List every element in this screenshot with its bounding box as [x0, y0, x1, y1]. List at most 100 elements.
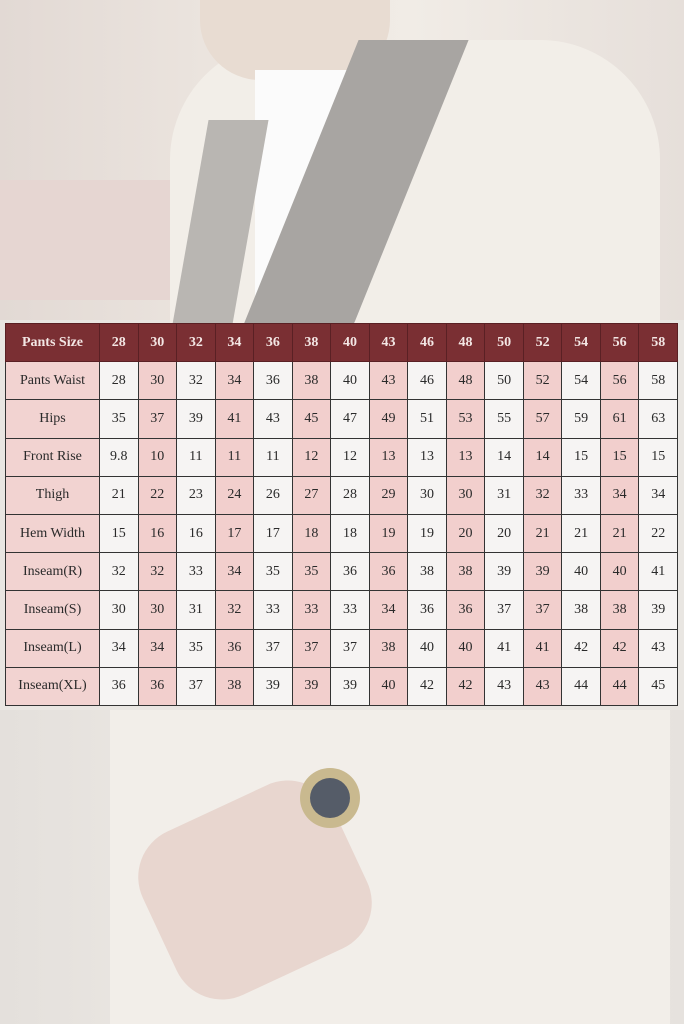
table-cell: 34: [638, 475, 678, 515]
table-cell: 36: [214, 628, 255, 668]
table-cell: 45: [638, 666, 678, 707]
table-cell: 21: [561, 513, 601, 554]
table-cell: 32: [522, 475, 563, 515]
table-cell: 30: [137, 361, 178, 401]
table-cell: 61: [599, 399, 640, 439]
size-column-header: 32: [176, 322, 216, 363]
table-cell: 32: [99, 552, 139, 592]
table-cell: 14: [522, 437, 563, 477]
table-cell: 18: [291, 513, 332, 554]
table-cell: 33: [176, 552, 216, 592]
table-cell: 13: [445, 437, 486, 477]
table-cell: 15: [638, 437, 678, 477]
table-cell: 37: [484, 590, 524, 630]
table-cell: 55: [484, 399, 524, 439]
table-cell: 23: [176, 475, 216, 515]
table-cell: 33: [291, 590, 332, 630]
size-chart: Pants Size 28 30 32 34 36 38 40 43 46 48 50 52 54 56 58…: [5, 322, 678, 707]
size-column-header: 30: [137, 322, 178, 363]
table-cell: 53: [445, 399, 486, 439]
table-cell: 28: [330, 475, 370, 515]
table-cell: 40: [330, 361, 370, 401]
table-cell: 54: [561, 361, 601, 401]
table-cell: 38: [599, 590, 640, 630]
row-label: Inseam(R): [5, 552, 100, 592]
table-cell: 35: [176, 628, 216, 668]
table-cell: 39: [522, 552, 563, 592]
header-label: Pants Size: [5, 322, 100, 363]
row-label: Pants Waist: [5, 361, 100, 401]
table-row: Inseam(R) 32 32 33 34 35 35 36 36 38 38 39 39 40 40 41: [5, 552, 678, 592]
table-cell: 37: [291, 628, 332, 668]
table-cell: 42: [407, 666, 447, 707]
table-cell: 35: [291, 552, 332, 592]
table-cell: 35: [253, 552, 293, 592]
table-cell: 40: [368, 666, 409, 707]
table-cell: 13: [368, 437, 409, 477]
table-cell: 36: [253, 361, 293, 401]
table-cell: 12: [330, 437, 370, 477]
size-column-header: 46: [407, 322, 447, 363]
table-cell: 16: [176, 513, 216, 554]
table-cell: 33: [561, 475, 601, 515]
table-cell: 34: [137, 628, 178, 668]
table-cell: 45: [291, 399, 332, 439]
table-row: Pants Waist 28 30 32 34 36 38 40 43 46 48 50 52 54 56 5…: [5, 361, 678, 401]
table-cell: 11: [253, 437, 293, 477]
table-row: Hips 35 37 39 41 43 45 47 49 51 53 55 57 59 61 63: [5, 399, 678, 439]
table-cell: 32: [214, 590, 255, 630]
table-cell: 37: [137, 399, 178, 439]
table-cell: 36: [330, 552, 370, 592]
table-cell: 43: [253, 399, 293, 439]
row-label: Hips: [5, 399, 100, 439]
size-column-header: 38: [291, 322, 332, 363]
size-column-header: 40: [330, 322, 370, 363]
table-cell: 12: [291, 437, 332, 477]
table-cell: 22: [137, 475, 178, 515]
table-cell: 20: [445, 513, 486, 554]
table-cell: 39: [176, 399, 216, 439]
table-cell: 37: [522, 590, 563, 630]
table-cell: 34: [214, 361, 255, 401]
table-cell: 11: [214, 437, 255, 477]
row-label: Inseam(XL): [5, 666, 100, 707]
table-cell: 33: [253, 590, 293, 630]
table-cell: 34: [99, 628, 139, 668]
row-label: Inseam(S): [5, 590, 100, 630]
table-cell: 14: [484, 437, 524, 477]
table-cell: 63: [638, 399, 678, 439]
table-cell: 39: [253, 666, 293, 707]
table-cell: 40: [599, 552, 640, 592]
table-cell: 42: [445, 666, 486, 707]
table-cell: 17: [214, 513, 255, 554]
table-row: Hem Width 15 16 16 17 17 18 18 19 19 20 20 21 21 21 22: [5, 513, 678, 554]
table-cell: 27: [291, 475, 332, 515]
table-cell: 38: [291, 361, 332, 401]
table-cell: 30: [407, 475, 447, 515]
table-cell: 36: [407, 590, 447, 630]
size-column-header: 56: [599, 322, 640, 363]
table-cell: 38: [368, 628, 409, 668]
table-cell: 41: [214, 399, 255, 439]
table-cell: 21: [99, 475, 139, 515]
size-column-header: 54: [561, 322, 601, 363]
table-cell: 46: [407, 361, 447, 401]
table-row: Inseam(L) 34 34 35 36 37 37 37 38 40 40 41 41 42 42 43: [5, 628, 678, 668]
table-cell: 37: [176, 666, 216, 707]
table-cell: 51: [407, 399, 447, 439]
table-cell: 39: [484, 552, 524, 592]
table-cell: 15: [561, 437, 601, 477]
table-cell: 15: [99, 513, 139, 554]
table-cell: 42: [561, 628, 601, 668]
table-cell: 48: [445, 361, 486, 401]
table-cell: 58: [638, 361, 678, 401]
size-column-header: 36: [253, 322, 293, 363]
size-column-header: 34: [214, 322, 255, 363]
size-table: Pants Size 28 30 32 34 36 38 40 43 46 48 50 52 54 56 58…: [5, 322, 678, 707]
row-label: Hem Width: [5, 513, 100, 554]
table-cell: 41: [484, 628, 524, 668]
table-cell: 40: [407, 628, 447, 668]
table-cell: 13: [407, 437, 447, 477]
table-row: Inseam(S) 30 30 31 32 33 33 33 34 36 36 37 37 38 38 39: [5, 590, 678, 630]
table-cell: 35: [99, 399, 139, 439]
